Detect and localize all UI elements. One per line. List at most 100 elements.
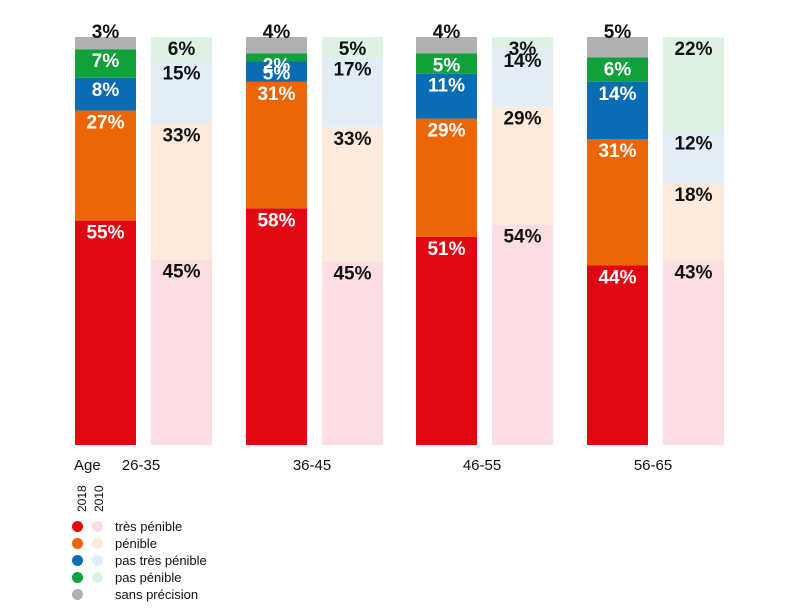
- data-label: 18%: [674, 185, 712, 206]
- bar-segment: [416, 37, 477, 54]
- x-axis-labels: 26-35 36-45 46-55 56-65 Age: [74, 457, 672, 474]
- legend-dot-2018: [72, 589, 83, 600]
- data-label: 8%: [92, 80, 120, 101]
- data-label: 6%: [604, 59, 632, 80]
- data-label: 4%: [433, 22, 461, 43]
- year-label-2010: 2010: [92, 485, 106, 512]
- data-label: 2%: [263, 55, 291, 76]
- legend-label: pas pénible: [115, 570, 182, 585]
- bar-segment: [151, 259, 212, 445]
- bar-segment: [151, 37, 212, 62]
- bar-segment: [663, 131, 724, 184]
- bar-segment: [75, 49, 136, 78]
- legend-item: sans précision: [72, 586, 207, 603]
- bar-segment: [663, 260, 724, 445]
- bar-segment: [246, 53, 307, 62]
- data-label: 12%: [674, 134, 712, 155]
- legend-item: pénible: [72, 535, 207, 552]
- x-tick-label: 36-45: [293, 457, 331, 474]
- data-label: 5%: [433, 55, 461, 76]
- data-label: 51%: [427, 239, 465, 260]
- x-tick-label: 26-35: [122, 457, 160, 474]
- legend-dot-2010: [92, 555, 103, 566]
- bar-segment: [416, 236, 477, 445]
- legend-dot-2010: [92, 521, 103, 532]
- bar-segment: [416, 73, 477, 119]
- bar-segment: [492, 49, 553, 107]
- bar-segment: [246, 208, 307, 445]
- data-label: 55%: [86, 223, 124, 244]
- legend-dot-2010: [92, 572, 103, 583]
- bar-segment: [587, 139, 648, 266]
- legend-dot-2018: [72, 538, 83, 549]
- data-label: 5%: [263, 64, 291, 85]
- bar-segment: [587, 57, 648, 82]
- bar-segment: [75, 37, 136, 50]
- data-label: 22%: [674, 39, 712, 60]
- data-label: 54%: [503, 227, 541, 248]
- data-label: 29%: [427, 121, 465, 142]
- data-label: 44%: [598, 268, 636, 289]
- data-label: 33%: [333, 129, 371, 150]
- data-label: 14%: [503, 51, 541, 72]
- data-label: 45%: [162, 262, 200, 283]
- bar-segment: [416, 118, 477, 237]
- bar-segment: [75, 110, 136, 221]
- bar-segment: [322, 57, 383, 127]
- bar-segment: [492, 106, 553, 225]
- data-label: 6%: [168, 39, 196, 60]
- bar-segment: [151, 61, 212, 124]
- legend-dot-2018: [72, 555, 83, 566]
- bar-segment: [151, 123, 212, 260]
- bar-segment: [246, 61, 307, 82]
- bar-segment: [75, 77, 136, 111]
- bar-segment: [587, 265, 648, 445]
- x-tick-label: 56-65: [634, 457, 672, 474]
- data-label: 45%: [333, 263, 371, 284]
- data-label: 27%: [86, 112, 124, 133]
- data-label: 11%: [428, 76, 465, 97]
- data-label: 7%: [92, 51, 120, 72]
- bar-segment: [322, 261, 383, 445]
- data-label: 33%: [162, 126, 200, 147]
- data-label: 31%: [257, 84, 295, 105]
- bar-segment: [246, 37, 307, 54]
- legend-item: pas très pénible: [72, 552, 207, 569]
- bar-segment: [246, 81, 307, 209]
- data-label: 5%: [604, 22, 632, 43]
- age-axis-label: Age: [74, 457, 101, 474]
- data-label: 58%: [257, 210, 295, 231]
- data-label: 43%: [674, 262, 712, 283]
- bar-segment: [492, 224, 553, 445]
- x-tick-label: 46-55: [463, 457, 501, 474]
- data-label: 14%: [598, 84, 636, 105]
- bar-segment: [492, 37, 553, 50]
- data-label: 31%: [598, 141, 636, 162]
- legend-dot-2018: [72, 572, 83, 583]
- data-label: 5%: [339, 39, 367, 60]
- legend-label: pénible: [115, 536, 157, 551]
- bar-segment: [75, 220, 136, 445]
- legend-label: pas très pénible: [115, 553, 207, 568]
- bar-segment: [322, 126, 383, 262]
- bar-segment: [663, 37, 724, 132]
- data-label: 3%: [509, 39, 537, 60]
- data-label: 4%: [263, 22, 291, 43]
- legend-dot-2010: [92, 538, 103, 549]
- legend-item: très pénible: [72, 518, 207, 535]
- data-label: 17%: [333, 59, 371, 80]
- legend-label: très pénible: [115, 519, 183, 534]
- data-label: 15%: [162, 64, 200, 85]
- legend-dot-2018: [72, 521, 83, 532]
- year-label-2018: 2018: [75, 485, 89, 512]
- legend: très pénible pénible pas très pénible pa…: [72, 518, 207, 603]
- bar-segment: [663, 183, 724, 261]
- data-label: 29%: [503, 108, 541, 129]
- year-labels: 2018 2010: [72, 482, 112, 516]
- bars-group: 55%27%8%7%3%45%33%15%6%58%31%5%2%4%45%33…: [75, 22, 724, 445]
- bar-segment: [416, 53, 477, 74]
- bar-segment: [587, 37, 648, 58]
- bar-segment: [322, 37, 383, 58]
- legend-item: pas pénible: [72, 569, 207, 586]
